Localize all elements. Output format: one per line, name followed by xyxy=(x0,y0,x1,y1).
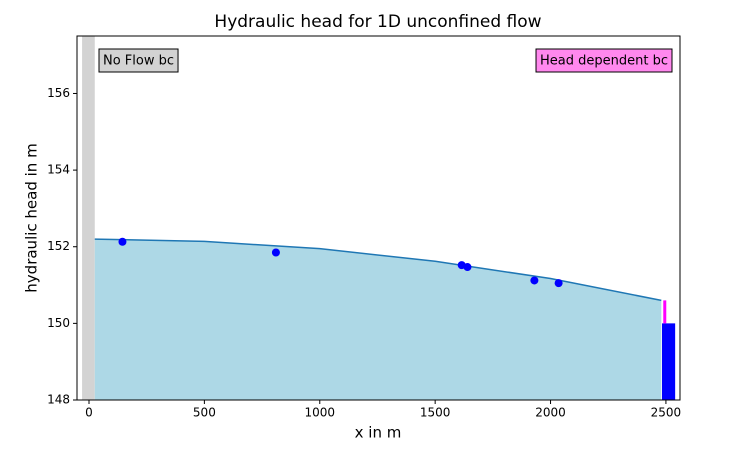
x-tick-label: 2000 xyxy=(535,406,566,420)
plot-frame xyxy=(76,35,681,401)
no-flow-label: No Flow bc xyxy=(103,54,174,69)
observation-point xyxy=(463,263,472,272)
x-axis-label: x in m xyxy=(355,424,402,442)
head-area xyxy=(94,239,662,400)
chart-title: Hydraulic head for 1D unconfined flow xyxy=(214,12,541,32)
y-tick-label: 154 xyxy=(47,163,70,177)
x-tick-label: 1500 xyxy=(420,406,451,420)
observation-point xyxy=(554,279,563,288)
x-tick-label: 1000 xyxy=(304,406,335,420)
observation-point xyxy=(530,276,539,285)
y-tick-label: 156 xyxy=(47,86,70,100)
x-tick-label: 500 xyxy=(193,406,216,420)
head-dependent-label: Head dependent bc xyxy=(540,54,668,69)
head-line xyxy=(94,238,662,302)
y-tick-label: 150 xyxy=(47,316,70,330)
river-bed xyxy=(662,323,676,400)
no-flow-region xyxy=(82,36,95,400)
observation-point xyxy=(118,237,127,246)
y-axis-label: hydraulic head in m xyxy=(23,143,41,292)
no-flow-label-box xyxy=(98,48,179,73)
y-tick-label: 148 xyxy=(47,393,70,407)
y-tick-label: 152 xyxy=(47,239,70,253)
head-dependent-label-box xyxy=(535,48,673,73)
x-tick-label: 2500 xyxy=(651,406,682,420)
x-tick-label: 0 xyxy=(85,406,93,420)
observation-point xyxy=(271,248,280,257)
